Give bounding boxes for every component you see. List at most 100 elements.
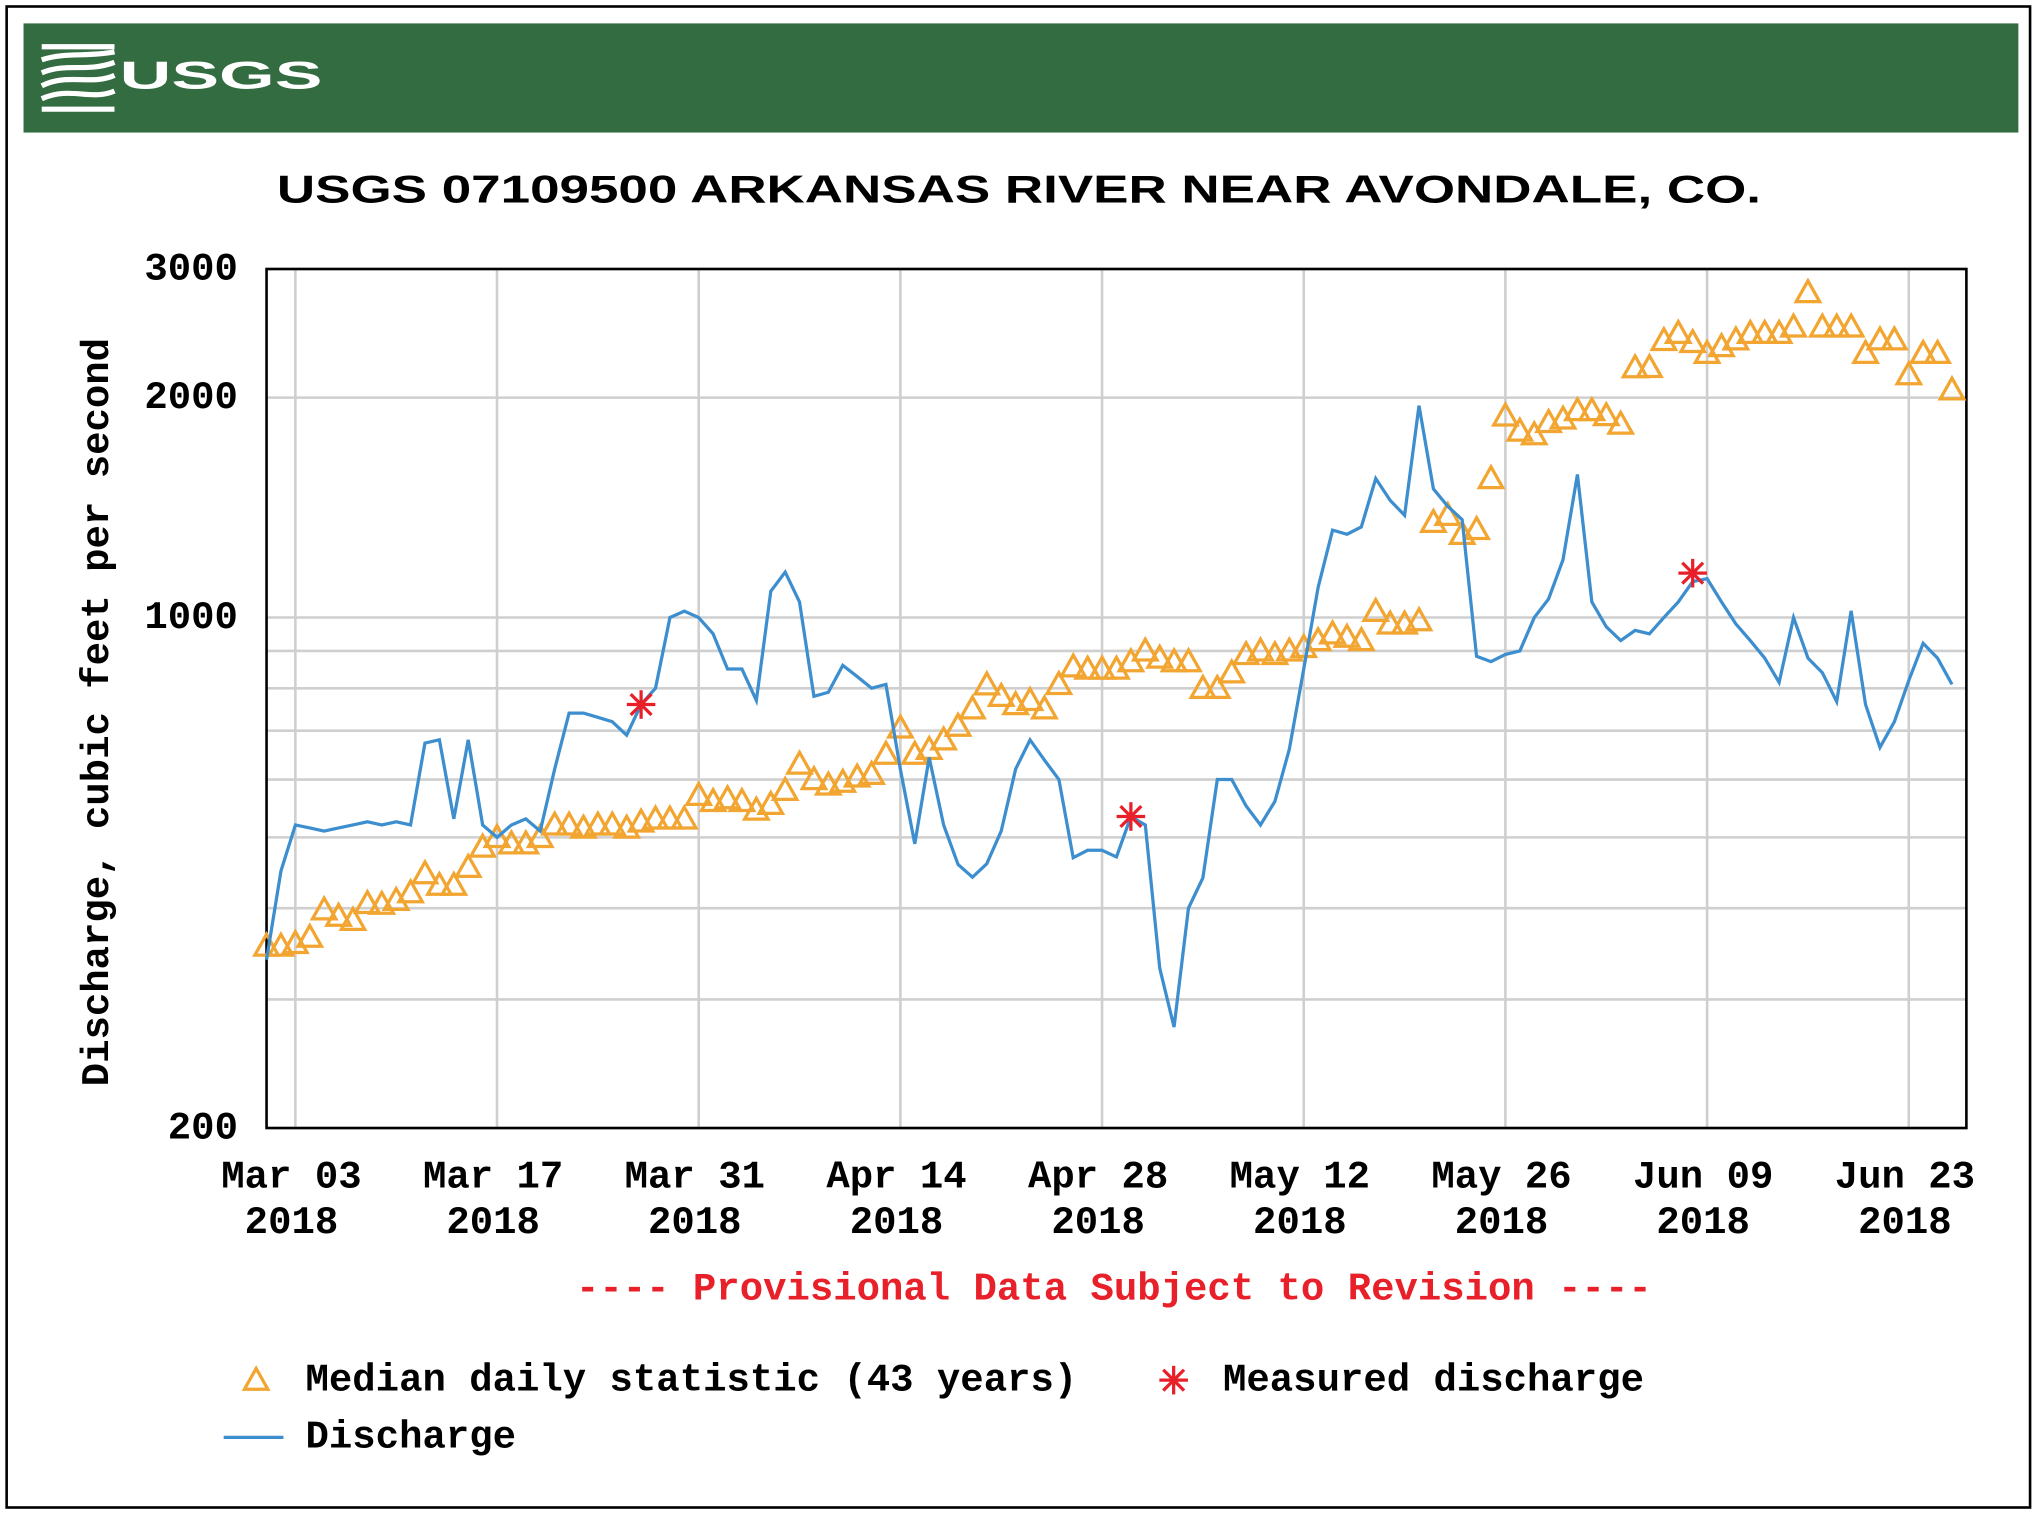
median-marker: [554, 809, 584, 836]
median-marker: [309, 894, 339, 921]
x-tick-label: 2018: [1051, 1201, 1145, 1245]
median-marker: [1750, 318, 1780, 344]
median-marker: [1087, 654, 1117, 680]
median-marker: [1634, 352, 1664, 379]
x-tick-label: Mar 17: [423, 1156, 563, 1200]
plot-border: [265, 267, 1968, 1130]
header-bar: [23, 23, 2019, 133]
median-marker: [496, 828, 526, 855]
median-marker: [785, 749, 815, 775]
median-marker: [713, 783, 742, 810]
median-marker: [1145, 643, 1175, 669]
median-marker: [1130, 635, 1160, 662]
median-marker: [1879, 324, 1909, 351]
median-marker: [1836, 311, 1866, 338]
median-marker: [1548, 403, 1578, 430]
median-marker: [756, 789, 786, 815]
logo-text: USGS: [120, 54, 323, 97]
median-marker: [295, 922, 325, 948]
median-marker: [1202, 673, 1232, 700]
median-marker: [1591, 400, 1621, 427]
median-marker: [1015, 685, 1045, 712]
discharge-line: [264, 405, 1954, 1028]
median-marker: [453, 852, 483, 879]
median-marker: [871, 739, 901, 765]
median-marker: [1577, 395, 1607, 422]
median-marker: [1606, 409, 1636, 435]
legend-marker: [1159, 1365, 1188, 1395]
median-marker: [1779, 311, 1808, 338]
median-marker: [1490, 400, 1520, 427]
median-marker: [1188, 673, 1218, 700]
median-marker: [1044, 669, 1074, 696]
median-marker: [597, 809, 627, 836]
median-marker: [972, 669, 1002, 696]
median-marker: [641, 803, 670, 830]
median-marker: [1246, 635, 1275, 662]
x-tick-label: 2018: [850, 1201, 944, 1245]
x-tick-label: Apr 28: [1028, 1156, 1168, 1200]
x-tick-label: May 12: [1230, 1156, 1370, 1200]
measured-marker: [1116, 802, 1146, 831]
median-marker: [1505, 416, 1535, 442]
y-tick-label: 1000: [144, 596, 238, 640]
median-marker: [1404, 605, 1434, 632]
median-marker: [1361, 596, 1391, 622]
median-marker: [986, 681, 1016, 708]
asterisk-stroke: [1681, 561, 1705, 585]
x-tick-label: 2018: [446, 1201, 540, 1245]
median-marker: [655, 803, 685, 830]
median-marker: [410, 858, 440, 885]
median-marker: [1073, 654, 1103, 680]
y-axis-label: Discharge, cubic feet per second: [76, 338, 120, 1086]
y-tick-label: 200: [168, 1106, 238, 1150]
median-marker: [727, 786, 757, 813]
median-marker: [1433, 500, 1463, 527]
legend-label: Median daily statistic (43 years): [306, 1358, 1078, 1402]
median-marker: [770, 775, 800, 802]
median-marker: [1174, 646, 1203, 673]
median-marker: [684, 780, 714, 806]
median-marker: [669, 803, 699, 830]
asterisk-stroke: [629, 693, 653, 717]
median-marker: [1029, 693, 1059, 720]
x-tick-label: 2018: [1858, 1201, 1952, 1245]
x-tick-label: Jun 23: [1835, 1156, 1975, 1200]
y-tick-label: 3000: [144, 247, 238, 291]
x-tick-label: May 26: [1431, 1156, 1571, 1200]
median-marker: [525, 822, 555, 849]
legend-label: Discharge: [306, 1416, 516, 1460]
x-tick-label: Mar 03: [221, 1156, 361, 1200]
y-tick-label: 2000: [144, 376, 238, 420]
frame: [5, 5, 2032, 1509]
x-tick-label: 2018: [245, 1201, 339, 1245]
asterisk-stroke: [1119, 804, 1143, 829]
median-marker: [241, 1365, 271, 1391]
median-marker: [1908, 338, 1938, 365]
asterisk-stroke: [1162, 1368, 1186, 1392]
median-marker: [482, 822, 512, 849]
x-tick-label: Apr 14: [826, 1156, 966, 1200]
x-tick-label: 2018: [1253, 1201, 1347, 1245]
x-tick-label: 2018: [648, 1201, 742, 1245]
median-marker: [1663, 318, 1693, 344]
median-marker: [1851, 338, 1881, 365]
median-marker: [324, 901, 354, 927]
median-marker: [1375, 608, 1405, 635]
provisional-note: ---- Provisional Data Subject to Revisio…: [576, 1267, 1652, 1311]
median-marker: [957, 693, 987, 720]
median-marker: [1332, 622, 1362, 648]
median-marker: [1807, 311, 1837, 338]
median-marker: [799, 764, 829, 791]
x-tick-label: Jun 09: [1633, 1156, 1773, 1200]
median-marker: [1346, 625, 1376, 652]
median-marker: [338, 905, 368, 932]
median-marker: [1159, 646, 1189, 673]
median-marker: [1822, 311, 1852, 338]
x-tick-label: 2018: [1656, 1201, 1750, 1245]
median-marker: [1923, 338, 1953, 365]
median-marker: [1937, 374, 1967, 401]
median-marker: [1865, 324, 1895, 351]
median-marker: [540, 809, 570, 836]
